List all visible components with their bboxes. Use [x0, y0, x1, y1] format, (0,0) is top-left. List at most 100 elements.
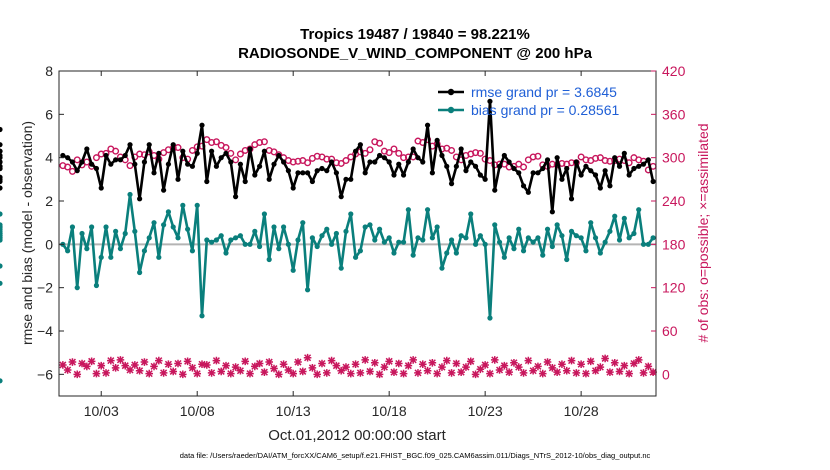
rmse-point — [554, 155, 560, 161]
bias-point — [472, 241, 479, 247]
obs-assimilated-marker — [260, 368, 269, 376]
bias-series-line — [61, 193, 655, 320]
bias-point — [448, 237, 455, 243]
bias-point — [276, 246, 282, 252]
rmse-point — [74, 168, 80, 174]
rmse-point — [93, 165, 100, 172]
rmse-point — [280, 159, 287, 165]
rmse-point — [213, 163, 220, 169]
obs-possible-marker — [592, 154, 600, 162]
rmse-point — [300, 170, 306, 176]
rmse-point — [113, 157, 119, 163]
bias-point — [535, 235, 541, 241]
rmse-point — [559, 176, 565, 182]
left-tick-label: −4 — [37, 323, 53, 339]
rmse-point — [415, 155, 421, 161]
obs-assimilated-marker — [610, 358, 619, 367]
rmse-point — [127, 142, 133, 148]
obs-possible-marker — [232, 156, 240, 164]
obs-possible-marker — [524, 156, 532, 164]
right-tick-label: 420 — [662, 63, 686, 79]
rmse-point — [501, 152, 507, 159]
obs-assimilated-marker — [145, 369, 154, 378]
bias-point — [233, 235, 239, 241]
bias-point — [324, 226, 330, 232]
obs-possible-marker — [385, 149, 393, 157]
obs-assimilated-marker — [375, 370, 384, 379]
rmse-point — [0, 142, 3, 148]
rmse-point — [328, 159, 335, 165]
right-tick-label: 120 — [662, 280, 686, 296]
rmse-point — [616, 163, 623, 169]
bias-point — [117, 246, 124, 252]
obs-assimilated-marker — [510, 358, 518, 367]
rmse-point — [146, 142, 152, 148]
obs-assimilated-marker — [318, 359, 326, 368]
obs-assimilated-marker — [126, 366, 134, 374]
rmse-point — [573, 159, 579, 165]
rmse-point — [578, 172, 584, 178]
rmse-point — [602, 168, 608, 174]
obs-assimilated-marker — [274, 370, 283, 379]
obs-assimilated-marker — [308, 364, 317, 372]
left-tick-label: −2 — [37, 280, 53, 296]
obs-assimilated-marker — [606, 368, 614, 376]
x-tick-label: 10/13 — [276, 403, 311, 419]
obs-assimilated-marker — [265, 358, 273, 366]
rmse-point — [79, 159, 85, 165]
bias-legend-marker — [447, 106, 455, 114]
obs-assimilated-marker — [466, 357, 475, 366]
bias-point — [506, 235, 512, 241]
rmse-point — [0, 185, 3, 191]
obs-assimilated-marker — [486, 369, 494, 378]
obs-assimilated-marker — [327, 356, 336, 365]
obs-possible-marker — [606, 157, 614, 165]
rmse-point — [304, 170, 311, 176]
obs-assimilated-marker — [150, 362, 158, 371]
bias-point — [252, 228, 258, 234]
bias-point — [180, 202, 186, 208]
obs-assimilated-marker — [207, 369, 216, 377]
obs-possible-marker — [472, 149, 480, 157]
obs-assimilated-marker — [514, 363, 523, 371]
bias-point — [328, 241, 335, 247]
obs-possible-marker — [256, 138, 264, 146]
bias-point — [285, 241, 291, 247]
rmse-point — [117, 157, 124, 163]
obs-assimilated-marker — [322, 369, 331, 377]
bias-point — [564, 256, 570, 263]
obs-assimilated-marker — [102, 369, 110, 377]
obs-possible-marker — [342, 157, 350, 165]
obs-possible-marker — [577, 153, 585, 161]
bias-point — [636, 207, 642, 213]
rmse-point — [472, 163, 479, 169]
bias-point — [362, 224, 368, 230]
obs-assimilated-marker — [538, 369, 547, 378]
rmse-point — [650, 178, 656, 185]
rmse-point — [60, 152, 66, 159]
x-tick-label: 10/03 — [84, 403, 119, 419]
rmse-point — [597, 185, 603, 191]
obs-assimilated-marker — [534, 362, 542, 371]
rmse-point — [511, 165, 517, 172]
bias-point — [477, 233, 483, 239]
obs-assimilated-marker — [78, 359, 86, 368]
obs-assimilated-marker — [630, 359, 638, 368]
bias-point — [89, 224, 95, 230]
obs-assimilated-marker — [438, 363, 446, 371]
bias-point — [650, 235, 656, 241]
obs-assimilated-marker — [155, 356, 163, 365]
x-tick-label: 10/28 — [564, 403, 599, 419]
obs-assimilated-marker — [442, 356, 451, 365]
obs-possible-marker — [400, 154, 408, 162]
rmse-point — [194, 150, 200, 156]
obs-assimilated-marker — [236, 366, 245, 375]
bias-point — [256, 243, 263, 250]
obs-assimilated-marker — [279, 360, 288, 369]
obs-assimilated-marker — [553, 368, 561, 376]
bias-point — [434, 224, 440, 230]
bias-point — [84, 246, 90, 252]
bias-point — [496, 239, 503, 245]
obs-assimilated-marker — [313, 370, 321, 379]
